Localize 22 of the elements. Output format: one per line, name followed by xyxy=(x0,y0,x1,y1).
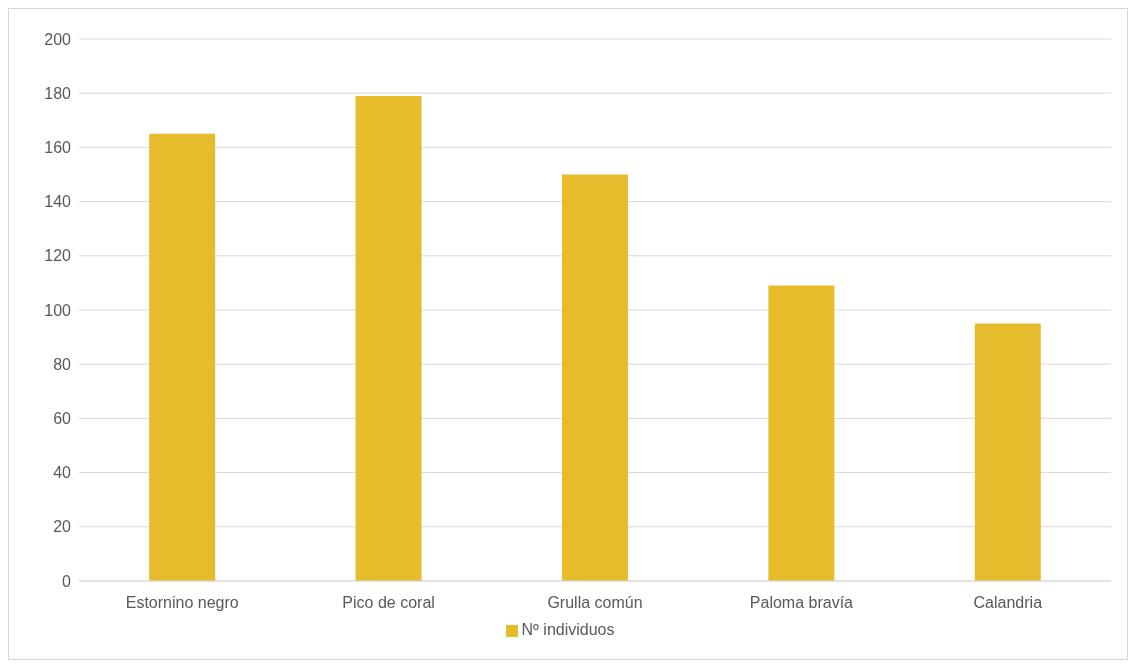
y-tick-label: 20 xyxy=(53,518,72,536)
y-tick-label: 60 xyxy=(53,410,72,428)
x-tick-label: Pico de coral xyxy=(342,594,435,612)
y-tick-label: 100 xyxy=(44,301,72,319)
bar xyxy=(355,95,422,581)
x-tick-label: Grulla común xyxy=(547,594,643,612)
y-tick-label: 200 xyxy=(44,30,72,48)
legend-label: Nº individuos xyxy=(521,621,615,638)
bar xyxy=(149,133,216,581)
x-tick-label: Paloma bravía xyxy=(749,594,854,612)
y-tick-label: 40 xyxy=(53,464,72,482)
y-tick-label: 160 xyxy=(44,139,72,157)
bar xyxy=(974,323,1041,581)
y-tick-label: 180 xyxy=(44,84,72,102)
y-tick-label: 80 xyxy=(53,355,72,373)
y-tick-label: 140 xyxy=(44,193,72,211)
x-tick-label: Estornino negro xyxy=(125,594,239,612)
bar xyxy=(561,174,628,581)
bar xyxy=(768,285,835,581)
y-tick-label: 120 xyxy=(44,247,72,265)
x-tick-label: Calandria xyxy=(973,594,1043,612)
y-tick-label: 0 xyxy=(62,572,72,590)
